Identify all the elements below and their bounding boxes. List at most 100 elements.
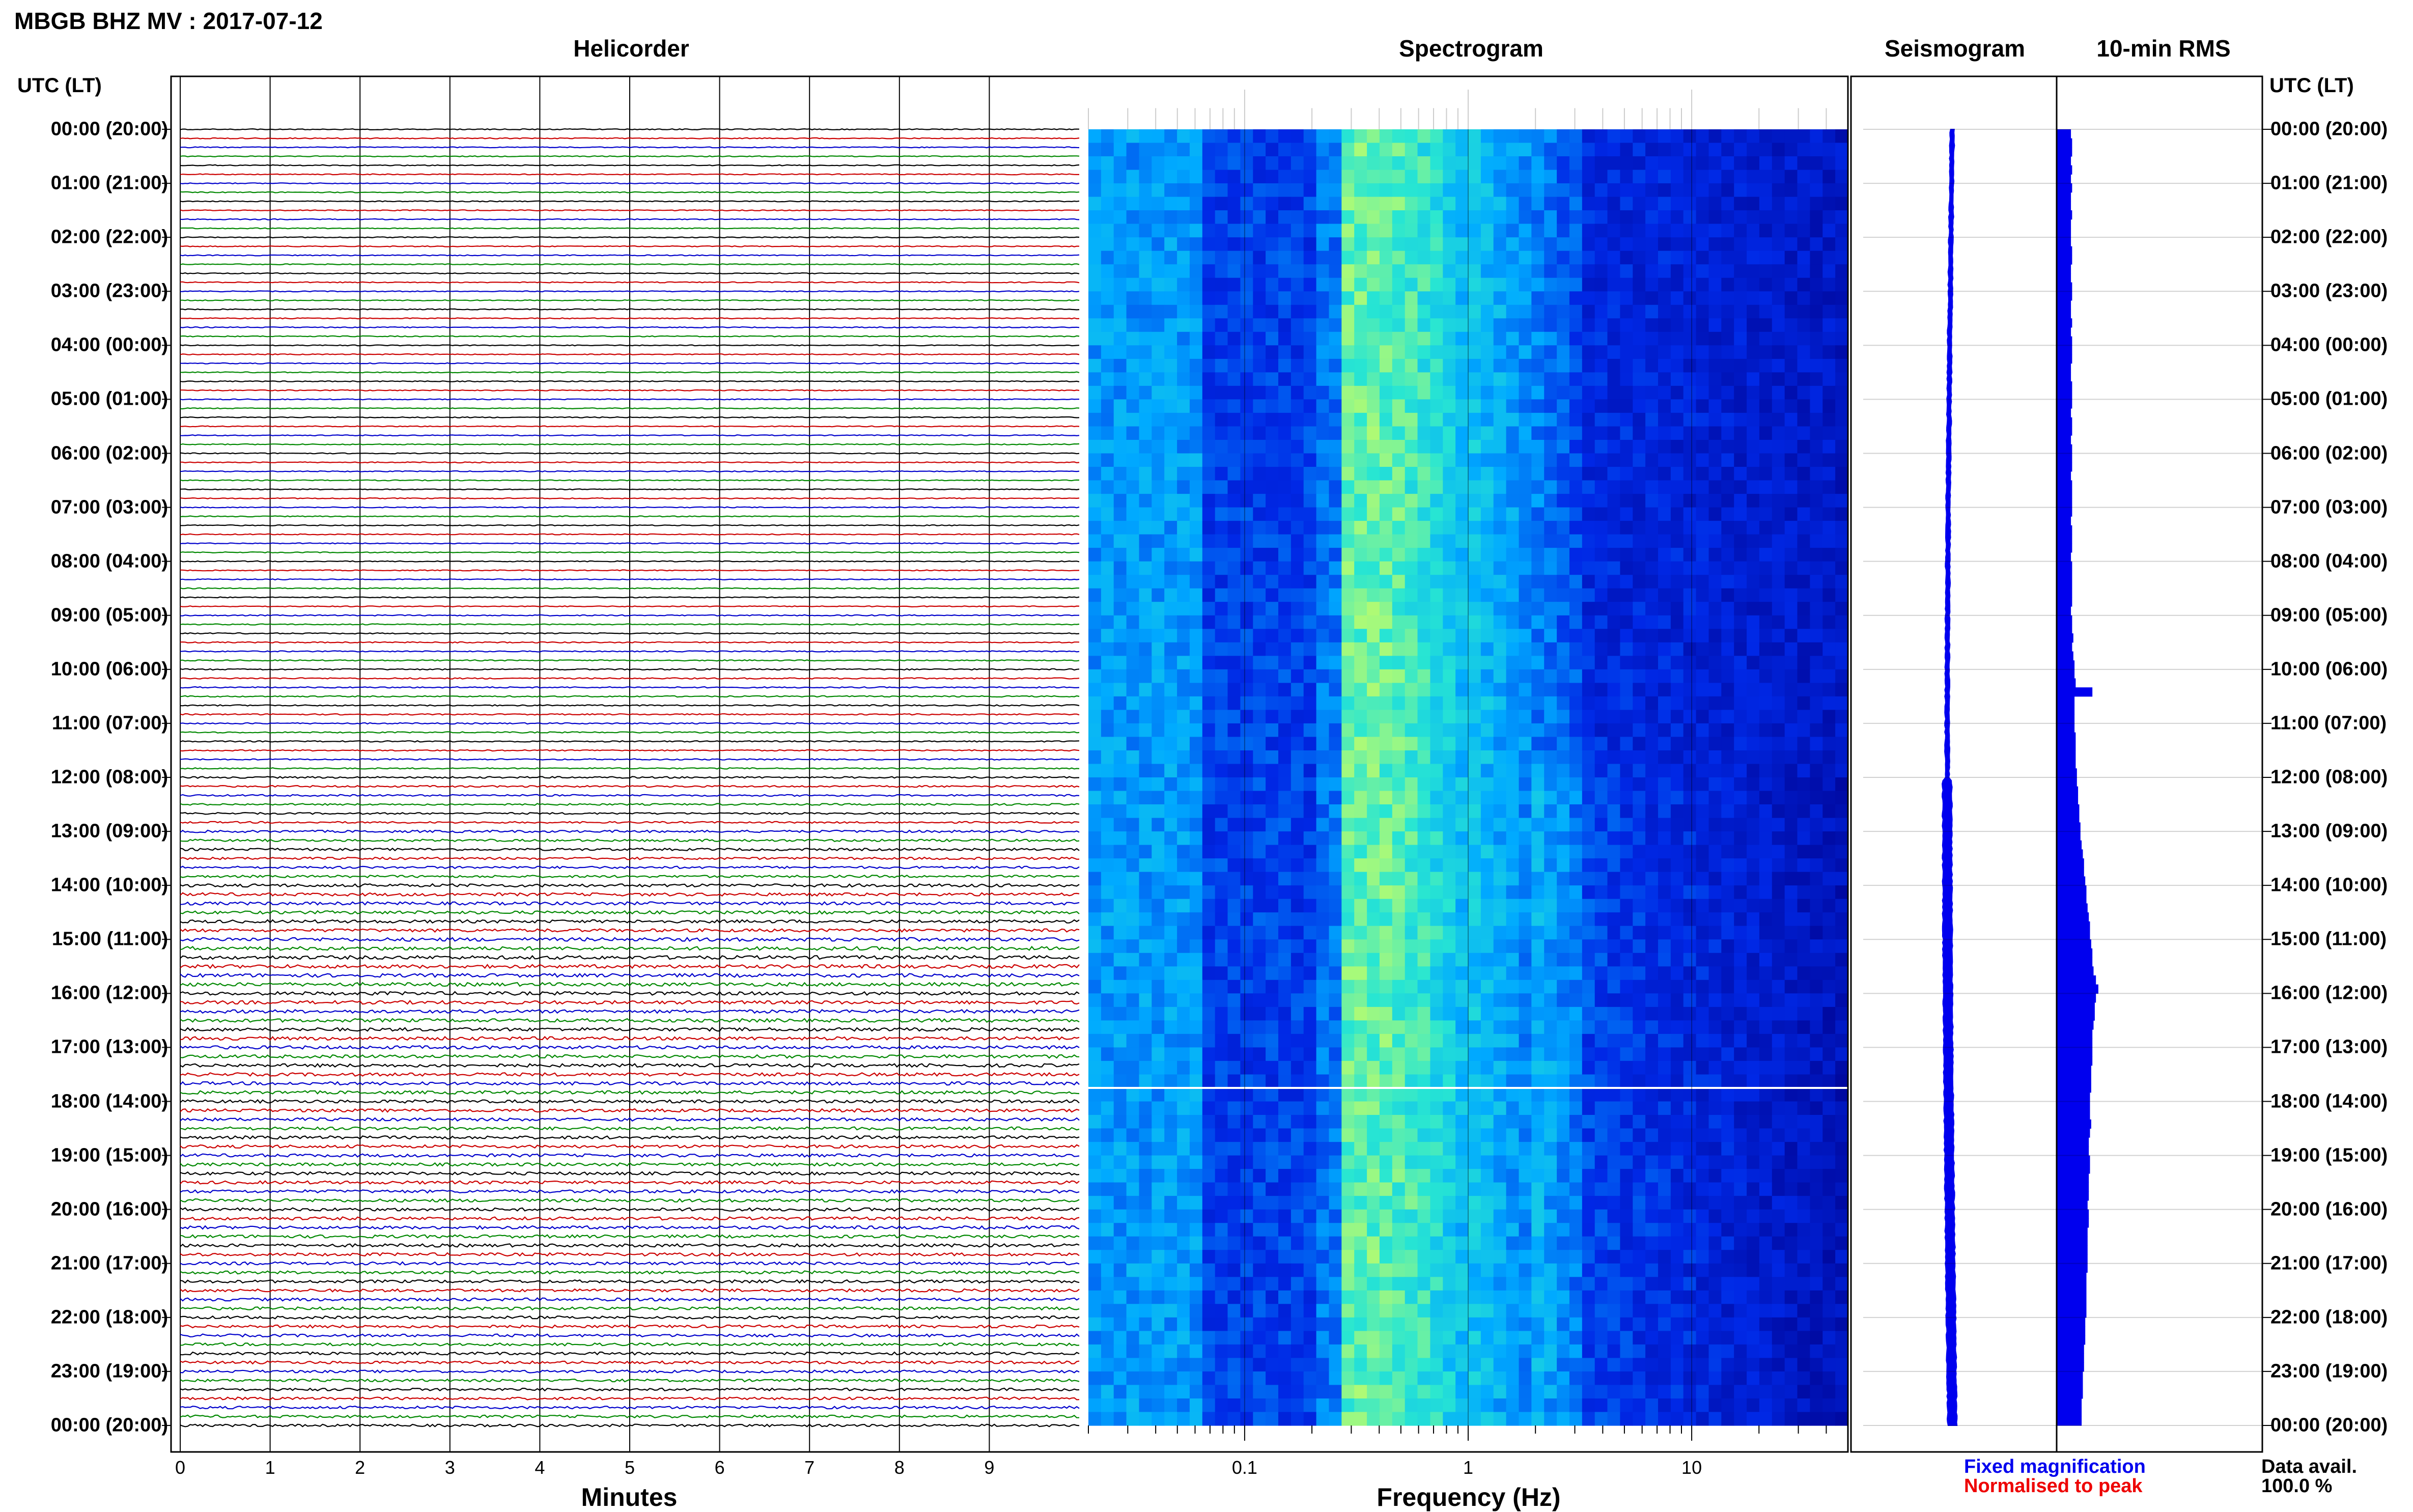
- spectrogram-cell: [1683, 304, 1697, 319]
- spectrogram-cell: [1734, 575, 1747, 589]
- spectrogram-cell: [1557, 602, 1570, 616]
- spectrogram-cell: [1367, 197, 1380, 211]
- spectrogram-cell: [1113, 858, 1127, 873]
- spectrogram-cell: [1506, 412, 1520, 427]
- spectrogram-cell: [1620, 372, 1633, 386]
- spectrogram-cell: [1708, 791, 1722, 805]
- spectrogram-cell: [1810, 575, 1823, 589]
- spectrogram-cell: [1189, 521, 1203, 535]
- spectrogram-cell: [1101, 264, 1114, 278]
- spectrogram-cell: [1152, 507, 1165, 521]
- spectrogram-cell: [1189, 264, 1203, 278]
- spectrogram-cell: [1683, 237, 1697, 251]
- spectrogram-cell: [1708, 818, 1722, 832]
- spectrogram-cell: [1506, 1115, 1520, 1129]
- spectrogram-cell: [1519, 440, 1532, 454]
- spectrogram-cell: [1607, 1128, 1620, 1142]
- spectrogram-cell: [1493, 183, 1507, 198]
- spectrogram-cell: [1670, 197, 1684, 211]
- spectrogram-cell: [1633, 764, 1646, 778]
- spectrogram-cell: [1658, 737, 1671, 751]
- spectrogram-cell: [1392, 1209, 1406, 1223]
- spectrogram-cell: [1240, 1169, 1253, 1183]
- spectrogram-cell: [1569, 291, 1583, 305]
- spectrogram-cell: [1569, 156, 1583, 171]
- spectrogram-cell: [1189, 561, 1203, 575]
- spectrogram-cell: [1341, 264, 1355, 278]
- spectrogram-cell: [1670, 291, 1684, 305]
- spectrogram-cell: [1696, 480, 1709, 494]
- spectrogram-cell: [1227, 791, 1241, 805]
- spectrogram-cell: [1367, 710, 1380, 724]
- spectrogram-cell: [1101, 615, 1114, 629]
- spectrogram-cell: [1392, 197, 1406, 211]
- spectrogram-cell: [1480, 966, 1494, 981]
- spectrogram-cell: [1455, 1142, 1469, 1156]
- spectrogram-cell: [1152, 143, 1165, 157]
- spectrogram-cell: [1759, 129, 1773, 144]
- spectrogram-cell: [1759, 223, 1773, 238]
- spectrogram-cell: [1594, 1128, 1608, 1142]
- spectrogram-cell: [1164, 831, 1177, 846]
- spectrogram-cell: [1455, 250, 1469, 265]
- spectrogram-cell: [1367, 561, 1380, 575]
- spectrogram-cell: [1430, 979, 1443, 994]
- spectrogram-cell: [1506, 358, 1520, 373]
- spectrogram-cell: [1430, 1155, 1443, 1169]
- spectrogram-cell: [1747, 1047, 1760, 1061]
- spectrogram-cell: [1810, 939, 1823, 954]
- spectrogram-cell: [1620, 534, 1633, 548]
- spectrogram-cell: [1582, 669, 1595, 683]
- spectrogram-cell: [1759, 979, 1773, 994]
- spectrogram-cell: [1557, 129, 1570, 144]
- spectrogram-cell: [1354, 237, 1367, 251]
- spectrogram-cell: [1392, 710, 1406, 724]
- spectrogram-cell: [1544, 210, 1557, 225]
- spectrogram-cell: [1316, 358, 1330, 373]
- spectrogram-cell: [1633, 885, 1646, 900]
- spectrogram-cell: [1316, 872, 1330, 886]
- spectrogram-cell: [1607, 818, 1620, 832]
- spectrogram-cell: [1430, 197, 1443, 211]
- spectrogram-cell: [1443, 642, 1456, 656]
- spectrogram-cell: [1784, 467, 1798, 481]
- spectrogram-cell: [1253, 669, 1266, 683]
- spectrogram-cell: [1417, 223, 1430, 238]
- spectrogram-cell: [1594, 575, 1608, 589]
- spectrogram-cell: [1227, 831, 1241, 846]
- spectrogram-cell: [1747, 494, 1760, 508]
- spectrogram-cell: [1177, 953, 1190, 967]
- spectrogram-cell: [1468, 858, 1481, 873]
- spectrogram-cell: [1316, 129, 1330, 144]
- spectrogram-cell: [1443, 304, 1456, 319]
- spectrogram-cell: [1367, 548, 1380, 562]
- spectrogram-cell: [1367, 156, 1380, 171]
- spectrogram-cell: [1354, 358, 1367, 373]
- spectrogram-cell: [1506, 831, 1520, 846]
- spectrogram-cell: [1734, 669, 1747, 683]
- spectrogram-cell: [1607, 588, 1620, 602]
- spectrogram-cell: [1835, 791, 1848, 805]
- spectrogram-cell: [1405, 926, 1418, 940]
- spectrogram-cell: [1759, 197, 1773, 211]
- spectrogram-cell: [1303, 372, 1317, 386]
- spectrogram-cell: [1835, 723, 1848, 737]
- spectrogram-cell: [1126, 737, 1140, 751]
- spectrogram-cell: [1303, 926, 1317, 940]
- spectrogram-cell: [1835, 750, 1848, 765]
- spectrogram-cell: [1607, 385, 1620, 400]
- spectrogram-cell: [1822, 818, 1836, 832]
- spectrogram-cell: [1544, 737, 1557, 751]
- spectrogram-cell: [1468, 602, 1481, 616]
- spectrogram-cell: [1405, 642, 1418, 656]
- spectrogram-cell: [1405, 331, 1418, 346]
- spectrogram-cell: [1329, 1047, 1342, 1061]
- spectrogram-cell: [1772, 575, 1785, 589]
- spectrogram-cell: [1392, 1060, 1406, 1075]
- spectrogram-cell: [1405, 399, 1418, 413]
- spectrogram-cell: [1303, 845, 1317, 859]
- spectrogram-cell: [1101, 1155, 1114, 1169]
- spectrogram-cell: [1519, 399, 1532, 413]
- spectrogram-cell: [1266, 588, 1279, 602]
- spectrogram-cell: [1696, 453, 1709, 467]
